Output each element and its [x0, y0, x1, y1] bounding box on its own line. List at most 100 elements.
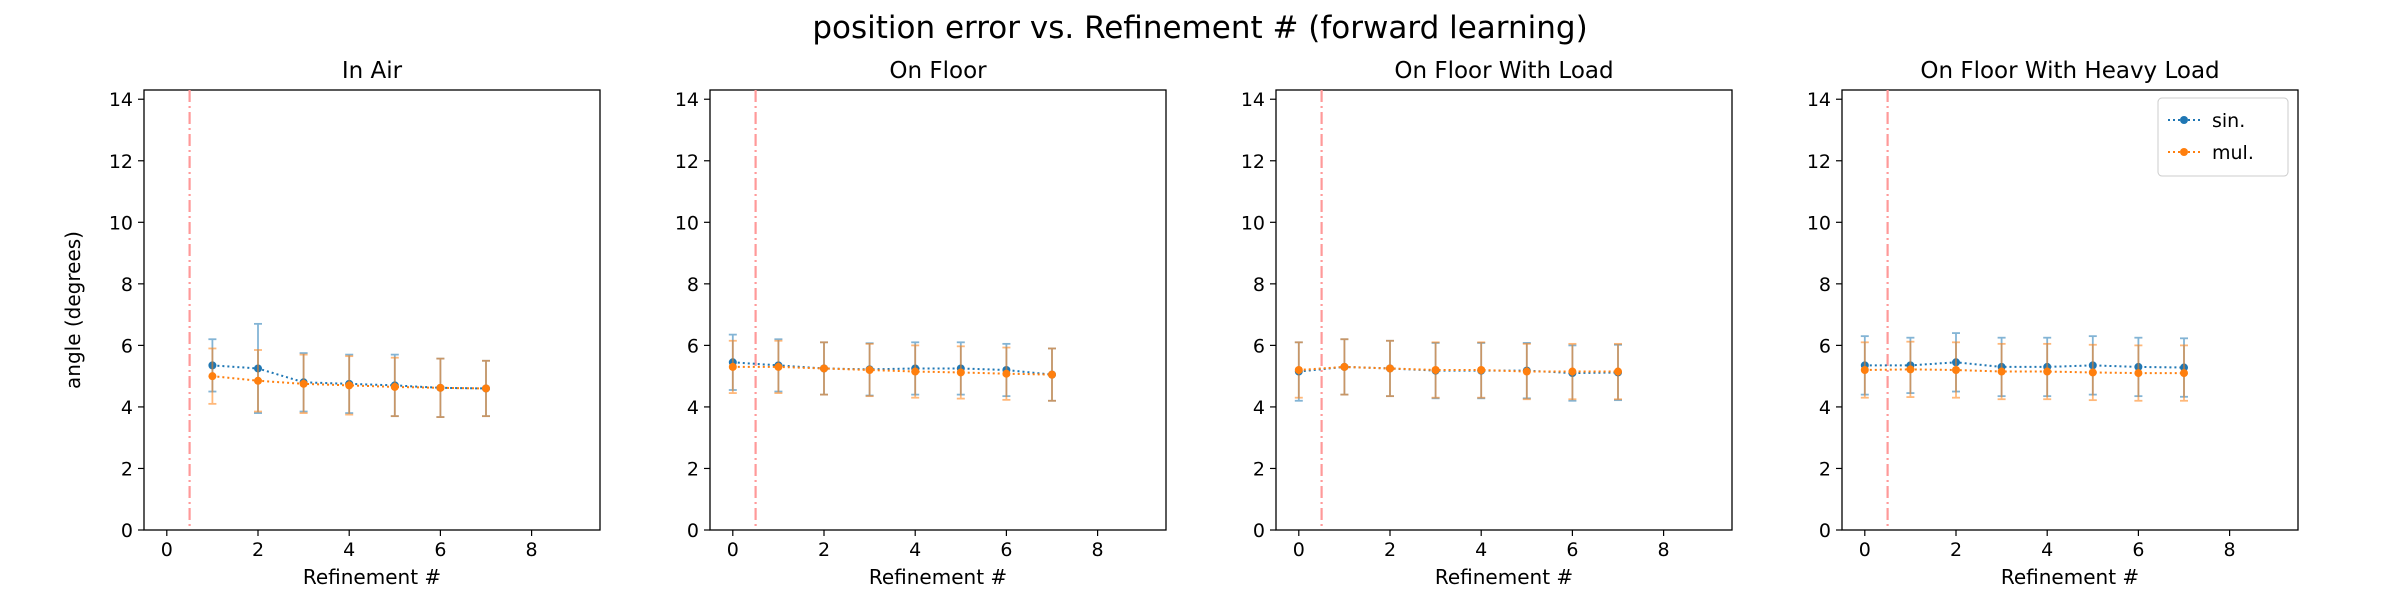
x-tick-label: 0	[1859, 539, 1871, 561]
data-point-mul	[865, 366, 874, 374]
data-point-mul	[956, 368, 965, 377]
y-tick-label: 4	[1253, 397, 1265, 419]
data-point-mul	[1568, 367, 1577, 376]
y-tick-label: 4	[1819, 397, 1831, 419]
y-tick-label: 0	[1819, 520, 1831, 542]
data-point-mul	[1860, 366, 1869, 374]
figure-title: position error vs. Refinement # (forward…	[812, 10, 1587, 46]
y-tick-label: 12	[1241, 151, 1265, 173]
data-point-mul	[1431, 366, 1440, 374]
series-mul	[1860, 340, 2188, 402]
x-tick-label: 8	[526, 539, 538, 561]
y-tick-label: 8	[1253, 274, 1265, 296]
data-point-mul	[2134, 369, 2143, 378]
data-point-mul	[2180, 369, 2188, 378]
data-point-mul	[299, 379, 308, 388]
x-tick-label: 4	[2041, 539, 2053, 561]
y-tick-label: 2	[1819, 458, 1831, 480]
legend-swatch-marker	[2180, 116, 2188, 124]
data-point-mul	[1614, 367, 1622, 376]
legend-swatch-marker	[2180, 148, 2188, 156]
series-line-mul	[1864, 368, 2184, 375]
axes-frame	[1841, 89, 2299, 531]
subplots: In Air 0 2 4 6 8 0 2 4 6 8 10 12 14 Refinement # angle …	[61, 58, 2299, 589]
data-point-mul	[1048, 370, 1056, 379]
data-point-mul	[2088, 368, 2097, 377]
data-point-mul	[911, 367, 920, 376]
y-tick-label: 2	[1253, 458, 1265, 480]
axes-frame	[709, 89, 1167, 531]
x-tick-label: 2	[252, 539, 264, 561]
y-tick-label: 8	[1819, 274, 1831, 296]
x-tick-label: 0	[1293, 539, 1305, 561]
x-tick-label: 8	[1092, 539, 1104, 561]
subplot-4: On Floor With Heavy Load 0 2 4 6 8 0 2 4 6 8 10 12 14…	[1807, 58, 2299, 589]
series-mul	[208, 347, 490, 418]
data-point-mul	[1906, 365, 1915, 374]
subplot-2: On Floor 0 2 4 6 8 0 2 4 6 8 10 12 14 Refinement #	[675, 58, 1167, 589]
y-tick-label: 6	[687, 335, 699, 357]
data-point-mul	[1294, 366, 1303, 374]
data-point-mul	[254, 376, 262, 385]
axes-frame	[143, 89, 601, 531]
y-tick-label: 6	[121, 335, 133, 357]
x-axis-label: Refinement #	[1435, 565, 1573, 589]
y-tick-label: 14	[109, 89, 133, 111]
data-point-mul	[208, 372, 217, 381]
data-point-mul	[1522, 367, 1531, 376]
x-tick-label: 4	[909, 539, 921, 561]
data-point-mul	[1997, 367, 2006, 376]
data-point-mul	[1386, 364, 1394, 373]
subplot-3: On Floor With Load 0 2 4 6 8 0 2 4 6 8 10 12 14 Refine…	[1241, 58, 1733, 589]
x-tick-label: 0	[727, 539, 739, 561]
series-line-sin	[1864, 361, 2185, 369]
x-tick-label: 2	[818, 539, 830, 561]
data-point-mul	[728, 362, 737, 371]
x-tick-label: 8	[2224, 539, 2236, 561]
x-tick-label: 6	[2132, 539, 2144, 561]
x-tick-label: 0	[161, 539, 173, 561]
data-point-mul	[774, 362, 783, 371]
y-tick-label: 8	[687, 274, 699, 296]
y-tick-label: 10	[675, 212, 699, 234]
data-point-mul	[1002, 369, 1011, 378]
subplot-title: On Floor With Load	[1394, 58, 1613, 84]
legend-box	[2157, 97, 2289, 177]
series-line-mul	[1298, 365, 1618, 373]
subplot-1: In Air 0 2 4 6 8 0 2 4 6 8 10 12 14 Refinement # angle …	[61, 58, 601, 589]
y-axis-label: angle (degrees)	[61, 231, 85, 389]
x-axis-label: Refinement #	[2001, 565, 2139, 589]
data-point-mul	[482, 384, 490, 393]
legend: sin. mul.	[2157, 97, 2289, 177]
y-tick-label: 6	[1253, 335, 1265, 357]
subplot-title: In Air	[342, 58, 403, 84]
subplot-title: On Floor	[889, 58, 987, 84]
x-axis-label: Refinement #	[303, 565, 441, 589]
x-axis-label: Refinement #	[869, 565, 1007, 589]
series-mul	[1294, 338, 1622, 401]
y-tick-label: 0	[687, 520, 699, 542]
y-tick-label: 14	[1241, 89, 1265, 111]
legend-label: sin.	[2212, 110, 2245, 132]
y-tick-label: 14	[1807, 89, 1831, 111]
series-line-sin	[732, 361, 1053, 376]
data-point-mul	[1952, 366, 1960, 374]
data-point-mul	[1340, 362, 1349, 371]
x-tick-label: 8	[1658, 539, 1670, 561]
y-tick-label: 12	[675, 151, 699, 173]
data-point-mul	[2043, 367, 2052, 376]
data-point-mul	[820, 364, 828, 373]
y-tick-label: 10	[1807, 212, 1831, 234]
x-tick-label: 2	[1384, 539, 1396, 561]
data-point-mul	[345, 381, 354, 390]
series-mul	[728, 339, 1056, 402]
x-tick-label: 4	[343, 539, 355, 561]
y-tick-label: 10	[1241, 212, 1265, 234]
axes-frame	[1275, 89, 1733, 531]
y-tick-label: 12	[1807, 151, 1831, 173]
x-tick-label: 2	[1950, 539, 1962, 561]
series-line-mul	[732, 365, 1053, 376]
y-tick-label: 10	[109, 212, 133, 234]
